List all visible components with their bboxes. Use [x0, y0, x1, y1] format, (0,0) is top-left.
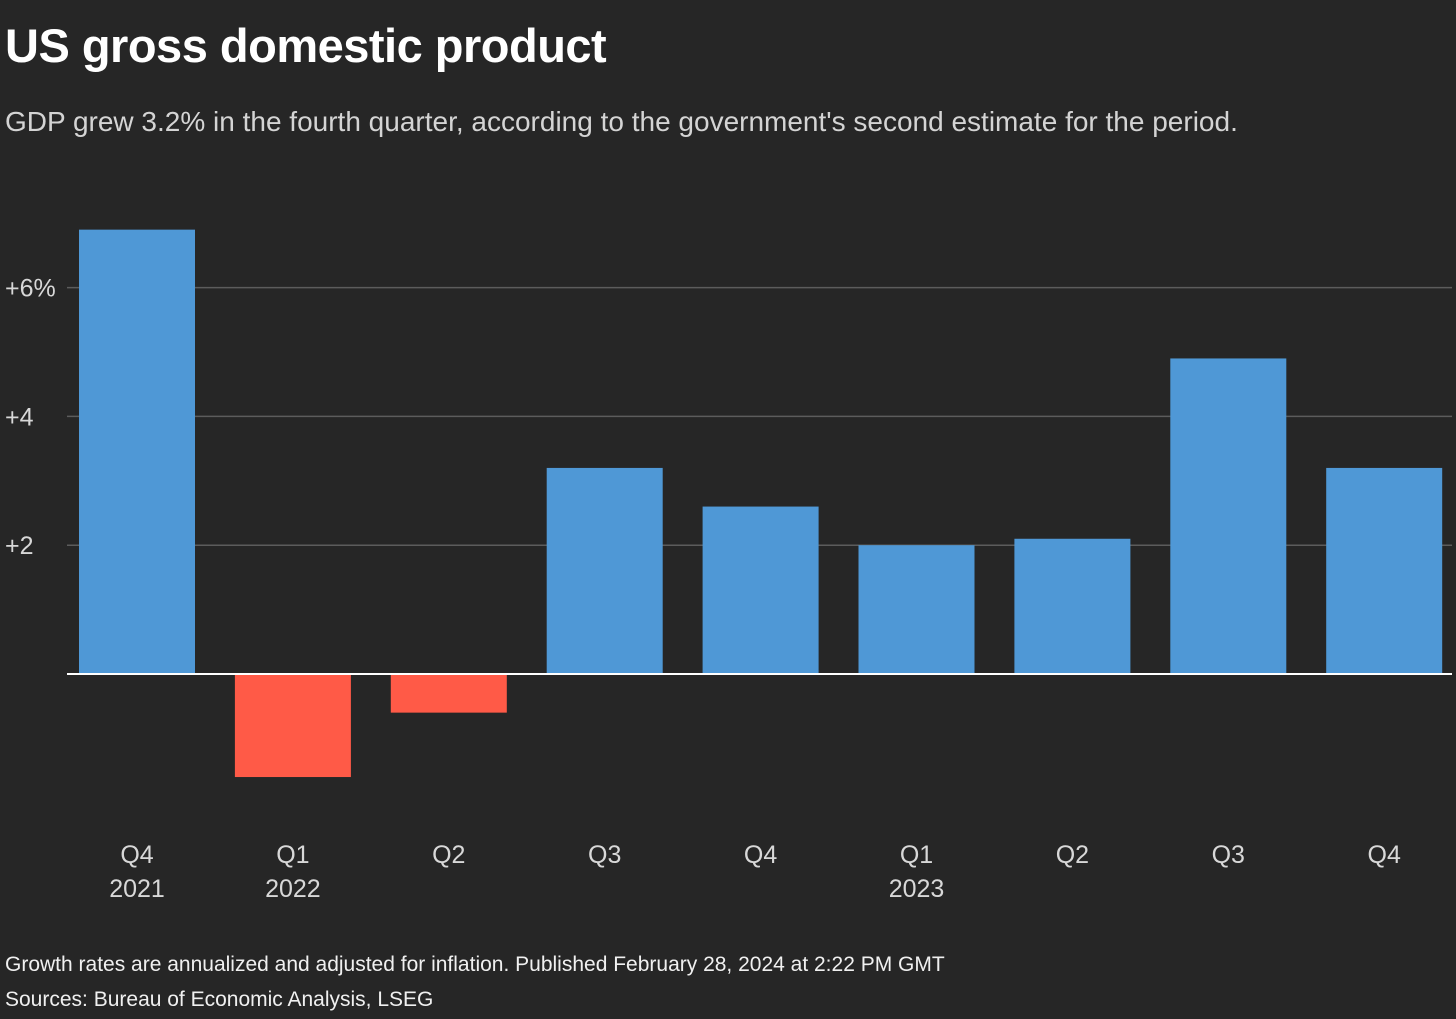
- x-tick-label: Q2: [432, 841, 465, 869]
- x-tick-year-label: 2021: [109, 875, 165, 903]
- y-tick-label: +6%: [5, 275, 56, 303]
- x-tick-label: Q4: [1368, 841, 1401, 869]
- x-tick-year-label: 2022: [265, 875, 321, 903]
- chart-subtitle: GDP grew 3.2% in the fourth quarter, acc…: [5, 106, 1238, 137]
- footnote: Growth rates are annualized and adjusted…: [5, 953, 945, 976]
- bar: [546, 467, 663, 674]
- bar: [1170, 358, 1287, 674]
- bar: [702, 506, 819, 674]
- x-tick-label: Q2: [1056, 841, 1089, 869]
- x-tick-label: Q4: [120, 841, 153, 869]
- bar: [79, 229, 195, 674]
- x-tick-label: Q3: [588, 841, 621, 869]
- bar: [234, 674, 351, 778]
- chart-title: US gross domestic product: [5, 19, 607, 72]
- bar: [1326, 467, 1443, 674]
- bar: [1014, 538, 1131, 674]
- source-note: Sources: Bureau of Economic Analysis, LS…: [5, 988, 434, 1011]
- y-tick-label: +4: [5, 403, 34, 431]
- bar-chart: +2 +4 +6% Q4 2021 Q1 2022 Q2 Q3 Q4 Q1 2023 Q2 Q3 Q4: [5, 229, 1452, 903]
- x-tick-label: Q1: [276, 841, 309, 869]
- bar: [390, 674, 507, 713]
- x-tick-year-label: 2023: [889, 875, 945, 903]
- x-tick-label: Q1: [900, 841, 933, 869]
- y-tick-label: +2: [5, 532, 34, 560]
- bar: [858, 545, 975, 674]
- x-tick-label: Q4: [744, 841, 777, 869]
- x-tick-label: Q3: [1212, 841, 1245, 869]
